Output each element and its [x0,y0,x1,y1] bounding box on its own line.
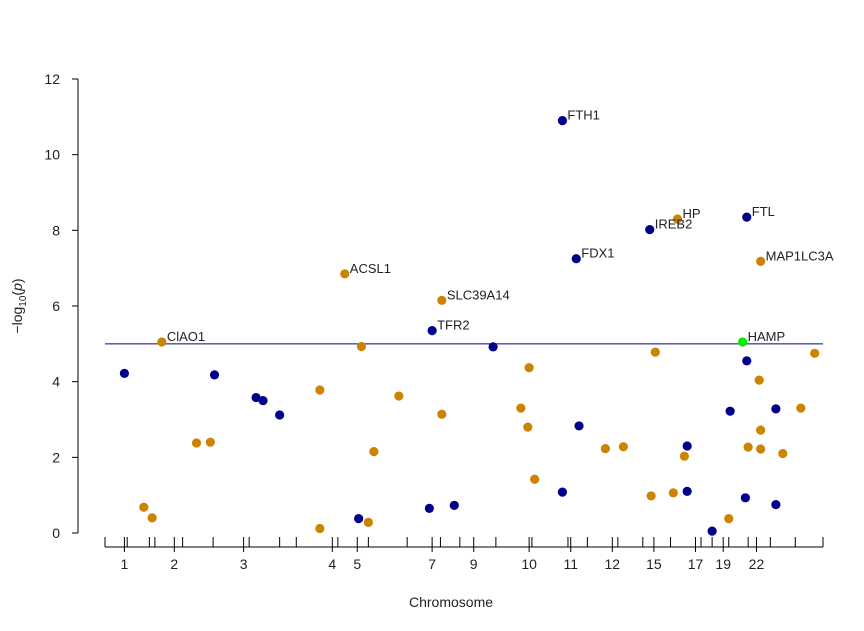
y-tick-label: 6 [52,298,60,314]
x-axis: 1 2 3 4 5 7 9 10 11 12 15 17 19 22 [104,537,824,572]
gene-label: MAP1LC3A [766,248,834,263]
x-tick-label: 9 [470,556,478,572]
data-point [754,375,764,385]
data-point [258,395,268,406]
data-point [756,444,766,454]
y-axis: 0 2 4 6 8 10 12 [44,71,79,541]
data-point [771,500,781,510]
point-ireb2 [645,224,655,235]
y-tick-label: 8 [52,222,60,238]
gene-label: IREB2 [655,217,693,232]
data-point [139,502,149,512]
data-point [147,513,157,523]
data-point [437,409,447,419]
data-point [315,385,325,395]
data-point [516,403,526,413]
x-tick-label: 19 [715,556,731,572]
x-tick-label: 5 [353,556,361,572]
gene-label: TFR2 [437,318,470,333]
point-hamp [738,337,748,347]
gene-label: SLC39A14 [447,287,510,302]
x-axis-title: Chromosome [409,594,493,610]
data-point [191,438,202,448]
x-tick-label: 11 [563,556,578,572]
point-acsl1 [340,269,350,279]
y-tick-label: 10 [44,147,60,163]
data-point [646,491,656,501]
gene-label: FTH1 [567,108,600,123]
data-point [743,442,753,452]
data-point [756,425,766,435]
point-map1lc3a [756,256,766,266]
x-tick-label: 3 [240,556,248,572]
data-point [707,526,717,536]
point-fdx1 [571,254,581,264]
point-ftl [742,212,752,222]
data-point [363,517,373,528]
data-point [682,441,692,451]
x-tick-label: 7 [428,556,436,572]
x-tick-label: 1 [121,556,129,572]
data-point [530,474,540,484]
point-fth1 [557,116,568,126]
data-point [810,348,820,358]
data-point [523,422,533,432]
data-point [771,404,781,414]
data-point [449,500,459,510]
point-tfr2 [427,325,437,336]
x-tick-label: 10 [521,556,537,572]
data-point [650,347,660,357]
data-point [742,356,752,366]
data-point [524,363,534,373]
point-hp [672,214,683,224]
gene-label: ACSL1 [350,261,391,276]
y-tick-label: 12 [44,71,60,87]
data-point [668,488,678,498]
data-point [618,442,629,452]
y-tick-label: 4 [52,374,60,390]
x-tick-label: 2 [170,556,178,572]
gene-label: HAMP [748,329,786,344]
data-point [488,342,498,352]
data-point [205,437,215,447]
data-point [574,421,584,431]
data-point [424,503,434,514]
point-slc39a14 [437,295,447,305]
y-axis-title: −log10(p) [9,278,29,333]
x-tick-label: 12 [605,556,621,572]
x-tick-label: 22 [749,556,765,572]
data-point [740,493,750,503]
data-point [557,487,568,497]
data-point [356,341,367,352]
data-point [354,514,364,524]
data-point [796,403,806,413]
data-points [119,116,820,536]
gene-label: FTL [752,204,775,219]
x-tick-label: 4 [328,556,336,572]
gene-label: ClAO1 [167,329,205,344]
y-tick-label: 2 [52,449,60,465]
data-point [369,447,379,457]
data-point [600,444,610,454]
y-tick-label: 0 [52,525,60,541]
x-tick-label: 17 [688,556,704,572]
gene-label: FDX1 [581,246,614,261]
data-point [251,392,261,403]
data-point [119,368,130,378]
data-point [209,370,220,380]
data-point [725,406,735,416]
data-point [778,448,788,459]
point-clao1 [157,337,167,347]
data-point [682,486,692,496]
data-point [724,514,734,524]
data-point [275,410,285,420]
data-point [315,523,325,534]
gene-label: HP [682,206,700,221]
x-tick-label: 15 [646,556,662,572]
data-point [679,451,689,461]
data-point [394,391,404,401]
